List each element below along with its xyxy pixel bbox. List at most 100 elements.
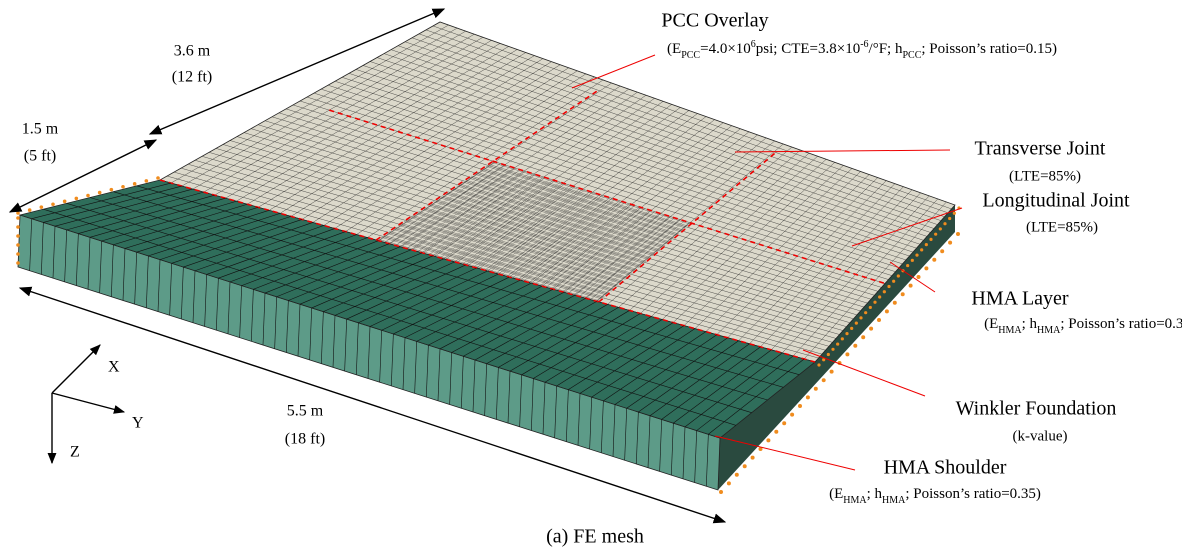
dimension-label: 1.5 m <box>22 121 59 138</box>
spring-node <box>63 200 67 204</box>
spring-node <box>877 318 881 322</box>
label-title: Longitudinal Joint <box>982 190 1130 212</box>
spring-node <box>861 335 865 339</box>
dimension-label: 5.5 m <box>287 403 324 420</box>
spring-node <box>948 241 952 245</box>
spring-node <box>859 316 862 319</box>
spring-node <box>145 179 149 183</box>
spring-node <box>940 249 944 253</box>
spring-node <box>831 348 834 351</box>
spring-node <box>901 292 905 296</box>
spring-node <box>878 295 881 298</box>
text: HMA <box>882 495 906 506</box>
leader-line <box>572 55 655 88</box>
text: -6 <box>860 39 868 50</box>
spring-node <box>774 430 778 434</box>
label-detail: (EHMA; hHMA; Poisson’s ratio=0.35) <box>829 486 1041 505</box>
axis-label: X <box>108 359 120 376</box>
spring-node <box>28 208 32 212</box>
spring-node <box>887 285 890 288</box>
spring-node <box>110 188 114 192</box>
text: PCC <box>902 50 921 61</box>
label-detail: (EHMA; hHMA; Poisson’s ratio=0.35) <box>984 316 1182 335</box>
axis-arrow <box>52 345 100 393</box>
spring-node <box>836 342 839 345</box>
label-title: PCC Overlay <box>661 10 768 32</box>
axis-arrow <box>52 393 124 412</box>
spring-node <box>915 254 918 257</box>
spring-node <box>929 238 932 241</box>
label-detail: (LTE=85%) <box>1009 168 1081 184</box>
text: (E <box>829 486 843 502</box>
spring-node <box>16 261 20 265</box>
spring-node <box>853 344 857 348</box>
label-title: Transverse Joint <box>975 138 1106 160</box>
text: =4.0×10 <box>700 41 751 57</box>
spring-node <box>893 301 897 305</box>
spring-node <box>924 266 928 270</box>
spring-node <box>16 252 20 256</box>
spring-node <box>841 337 844 340</box>
spring-node <box>727 481 731 485</box>
spring-node <box>956 232 960 236</box>
spring-node <box>953 212 956 215</box>
spring-node <box>86 194 90 198</box>
axis-label: Y <box>132 415 144 432</box>
spring-node <box>133 182 137 186</box>
text: PCC <box>681 50 700 61</box>
spring-node <box>934 233 937 236</box>
spring-node <box>16 243 20 247</box>
text: /°F; h <box>869 41 903 57</box>
spring-node <box>16 234 20 238</box>
label-title: HMA Layer <box>971 288 1069 310</box>
dimension-label: (18 ft) <box>285 431 325 448</box>
spring-node <box>906 264 909 267</box>
dimension-label: (12 ft) <box>172 69 212 86</box>
spring-node <box>892 280 895 283</box>
spring-node <box>817 363 820 366</box>
text: psi; CTE=3.8×10 <box>756 41 860 57</box>
spring-node <box>782 421 786 425</box>
spring-node <box>16 216 20 220</box>
spring-node <box>932 258 936 262</box>
spring-node <box>830 370 834 374</box>
label-detail: (k-value) <box>1013 428 1068 444</box>
spring-node <box>911 259 914 262</box>
spring-node <box>855 322 858 325</box>
dimension-label: (5 ft) <box>24 148 56 165</box>
dimension-label: 3.6 m <box>174 43 211 60</box>
spring-node <box>909 284 913 288</box>
spring-node <box>845 332 848 335</box>
spring-node <box>873 301 876 304</box>
spring-node <box>98 191 102 195</box>
text: ; Poisson’s ratio=0.35) <box>1060 316 1182 332</box>
label-title: Winkler Foundation <box>956 398 1117 420</box>
spring-node <box>766 438 770 442</box>
spring-node <box>51 202 55 206</box>
spring-node <box>864 311 867 314</box>
spring-node <box>925 243 928 246</box>
text: ; Poisson’s ratio=0.15) <box>921 41 1057 57</box>
spring-node <box>943 222 946 225</box>
spring-node <box>939 227 942 230</box>
spring-node <box>16 225 20 229</box>
spring-node <box>16 211 20 215</box>
spring-node <box>75 197 79 201</box>
spring-node <box>806 395 810 399</box>
text: HMA <box>843 495 867 506</box>
spring-node <box>827 353 830 356</box>
text: (E <box>984 316 998 332</box>
text: ; h <box>1022 316 1038 332</box>
spring-node <box>719 490 723 494</box>
spring-node <box>885 309 889 313</box>
label-detail: (LTE=85%) <box>1026 219 1098 235</box>
text: ; Poisson’s ratio=0.35) <box>905 486 1041 502</box>
spring-node <box>156 176 160 180</box>
spring-node <box>798 404 802 408</box>
spring-node <box>40 205 44 209</box>
text: ; h <box>867 486 883 502</box>
spring-node <box>883 290 886 293</box>
spring-node <box>920 248 923 251</box>
fe-mesh <box>16 22 960 494</box>
axis-label: Z <box>70 444 80 461</box>
